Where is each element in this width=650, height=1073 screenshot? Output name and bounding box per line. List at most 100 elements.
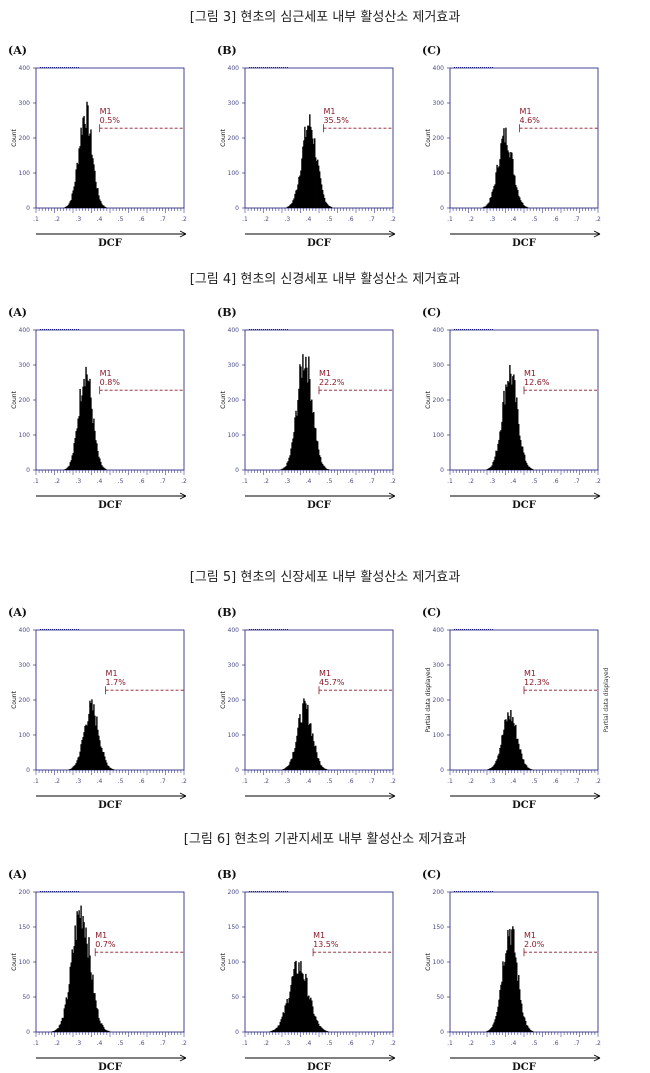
histogram-bar (89, 378, 91, 470)
frame-dot (275, 629, 276, 630)
gate-label: M1 (106, 669, 118, 678)
histogram-bar (287, 1002, 289, 1032)
histogram-bar (516, 739, 518, 770)
histogram-bar (298, 176, 300, 208)
x-tick-label: .6 (348, 778, 354, 785)
histogram-bar (301, 377, 303, 470)
histogram-bar (309, 999, 311, 1032)
histogram-bar (91, 979, 93, 1032)
frame-dot (257, 891, 258, 892)
frame-dot (263, 891, 264, 892)
histogram-bar (280, 469, 282, 470)
frame-dot (484, 629, 485, 630)
histogram-bar (278, 1025, 280, 1032)
histogram-panel: (B) 0 100 200 300 400 Count .1 .2 .3 .4 .5 .6 .7 .2 M1 4… (215, 600, 415, 800)
histogram-bar (287, 765, 289, 770)
x-tick-label: .1 (447, 778, 453, 785)
histogram-bar (507, 380, 509, 470)
histogram-bar (322, 1029, 325, 1032)
histogram-bar (307, 125, 309, 208)
histogram-bar (97, 729, 99, 770)
x-tick-label: .4 (511, 216, 517, 223)
frame-dot (76, 67, 77, 68)
histogram-bar (85, 366, 87, 470)
histogram-bar (95, 1000, 97, 1032)
histogram-bar (94, 715, 96, 770)
frame-dot (285, 329, 286, 330)
frame-dot (480, 67, 481, 68)
frame-dot (269, 67, 270, 68)
y-tick-label: 150 (19, 924, 31, 931)
gate-percent: 12.6% (524, 378, 550, 387)
histogram-bar (68, 465, 70, 470)
histogram-bar (320, 462, 323, 470)
histogram-bar (491, 1026, 493, 1032)
histogram-bar (284, 1005, 286, 1032)
histogram-bar (78, 148, 80, 208)
histogram-bar (81, 395, 83, 470)
frame-dot (70, 329, 71, 330)
histogram-bar (492, 1024, 494, 1032)
frame-dot (259, 629, 260, 630)
histogram-bar (295, 190, 297, 208)
histogram-bar (77, 418, 79, 470)
frame-dot (468, 67, 469, 68)
histogram-bar (96, 716, 98, 770)
frame-dot (478, 629, 479, 630)
histogram-bar (500, 984, 502, 1032)
histogram-bar (74, 181, 76, 208)
histogram-bar (496, 164, 498, 208)
histogram-bar (515, 402, 517, 470)
histogram-bar (513, 374, 515, 470)
arrow-head-icon (179, 492, 187, 500)
histogram-bar (521, 446, 523, 470)
histogram-bar (492, 189, 494, 208)
histogram-bar (312, 138, 314, 208)
histogram-bar (290, 204, 292, 208)
histogram-bar (290, 759, 292, 770)
x-tick-label: .5 (118, 478, 124, 485)
frame-dot (486, 329, 487, 330)
frame-dot (279, 629, 280, 630)
histogram-bar (92, 158, 94, 208)
histogram-bar (524, 1020, 527, 1032)
histogram-bar (522, 758, 524, 770)
histogram-bar (500, 430, 502, 470)
histogram-bar (81, 134, 83, 208)
gate-label: M1 (520, 107, 532, 116)
frame-dot (458, 329, 459, 330)
x-tick-label: .2 (181, 216, 187, 223)
histogram-bar (100, 1023, 102, 1032)
y-tick-label: 300 (433, 100, 445, 107)
histogram-bar (298, 388, 300, 470)
histogram-bar (110, 767, 112, 770)
histogram-bar (84, 725, 86, 770)
histogram-bar (300, 961, 302, 1032)
x-tick-label: .2 (595, 1040, 601, 1047)
histogram-bar (284, 466, 286, 470)
histogram-panel: (A) 0 100 200 300 400 Count .1 .2 .3 .4 .5 .6 .7 .2 M1 0… (6, 38, 206, 249)
frame-dot (56, 629, 57, 630)
histogram-bar (88, 381, 90, 470)
histogram-bar (62, 1017, 65, 1032)
histogram-bar (488, 1029, 490, 1032)
frame-dot (279, 329, 280, 330)
histogram-bar (289, 761, 291, 770)
histogram-bar (523, 759, 525, 770)
panel-label: (A) (8, 44, 27, 57)
histogram-bar (487, 203, 489, 208)
gate-label: M1 (313, 931, 325, 940)
histogram-bar (527, 1027, 530, 1032)
histogram-bar (100, 461, 102, 470)
histogram-bar (298, 962, 300, 1032)
histogram-bar (82, 737, 84, 770)
y-tick-label: 200 (228, 697, 240, 704)
histogram-bar (91, 154, 93, 208)
histogram-bar (96, 443, 98, 470)
histogram-bar (93, 164, 95, 208)
frame-dot (488, 629, 489, 630)
histogram-bar (308, 725, 310, 770)
y-axis-label: Count (11, 690, 18, 708)
histogram-panel: (B) 0 50 100 150 200 Count .1 .2 .3 .4 .5 .6 .7 .2 M1 13… (215, 862, 415, 1073)
histogram-bar (96, 188, 98, 208)
